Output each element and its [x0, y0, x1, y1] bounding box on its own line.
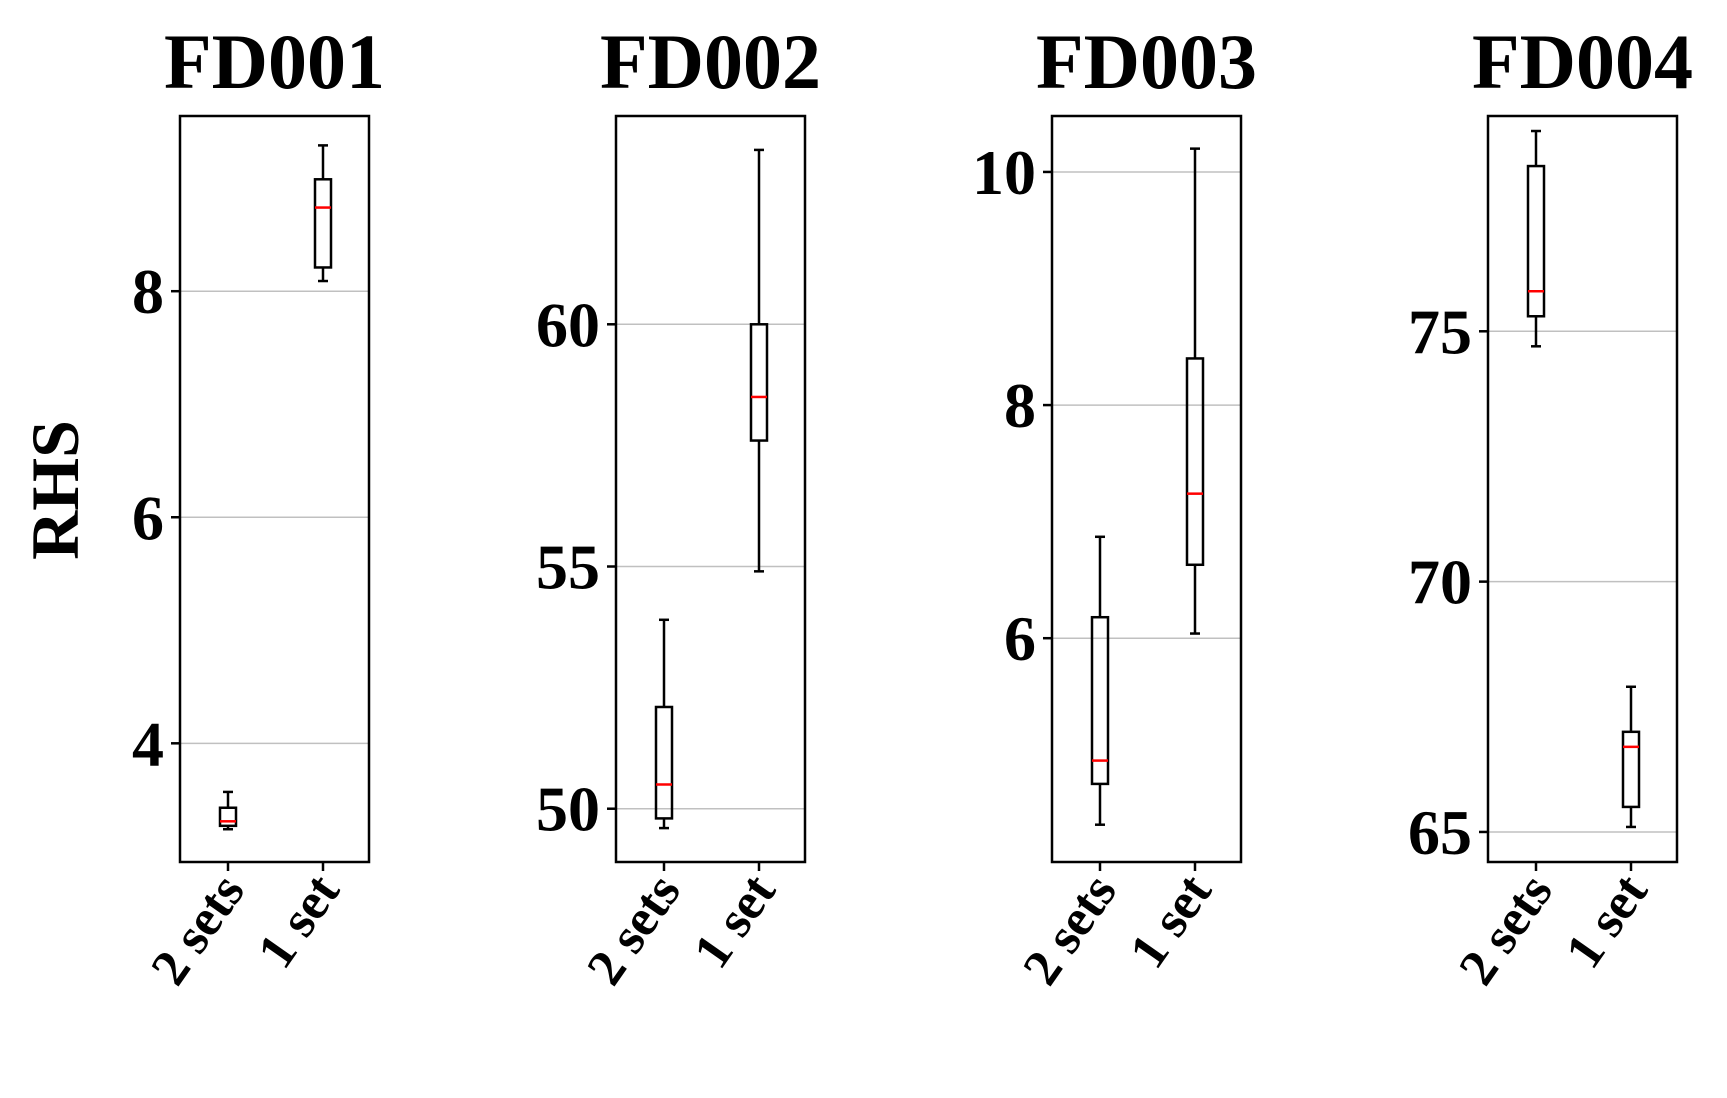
- box-iqr: [1090, 615, 1110, 786]
- y-tick-label: 70: [1408, 547, 1472, 618]
- box-iqr: [1185, 357, 1205, 567]
- axes-frame: [178, 114, 371, 864]
- y-tick-label: 6: [1004, 603, 1036, 674]
- y-tick-label: 55: [536, 532, 600, 603]
- axes-frame: [1050, 114, 1243, 864]
- y-tick-label: 8: [132, 256, 164, 327]
- y-tick-label: 60: [536, 289, 600, 360]
- box-iqr: [654, 705, 674, 820]
- axes-frame: [1486, 114, 1679, 864]
- panel-title: FD003: [1036, 18, 1257, 105]
- box-iqr: [749, 323, 769, 442]
- box-iqr: [1526, 164, 1546, 318]
- x-tick-label: 1 set: [683, 864, 787, 979]
- y-axis-label: RHS: [17, 420, 93, 560]
- x-tick-label: 1 set: [1119, 864, 1223, 979]
- y-tick-label: 6: [132, 482, 164, 553]
- panel-title: FD001: [164, 18, 385, 105]
- y-tick-label: 10: [972, 137, 1036, 208]
- y-tick-label: 4: [132, 708, 164, 779]
- panel-title: FD004: [1472, 18, 1693, 105]
- x-tick-label: 1 set: [1555, 864, 1659, 979]
- y-tick-label: 65: [1408, 797, 1472, 868]
- x-tick-label: 2 sets: [576, 864, 691, 995]
- x-tick-label: 1 set: [247, 864, 351, 979]
- box-iqr: [313, 178, 333, 269]
- x-tick-label: 2 sets: [140, 864, 255, 995]
- box-iqr: [1621, 730, 1641, 809]
- x-tick-label: 2 sets: [1448, 864, 1563, 995]
- axes-frame: [614, 114, 807, 864]
- x-tick-label: 2 sets: [1012, 864, 1127, 995]
- y-tick-label: 75: [1408, 296, 1472, 367]
- y-tick-label: 50: [536, 774, 600, 845]
- y-tick-label: 8: [1004, 370, 1036, 441]
- panel-title: FD002: [600, 18, 821, 105]
- box-iqr: [218, 806, 238, 828]
